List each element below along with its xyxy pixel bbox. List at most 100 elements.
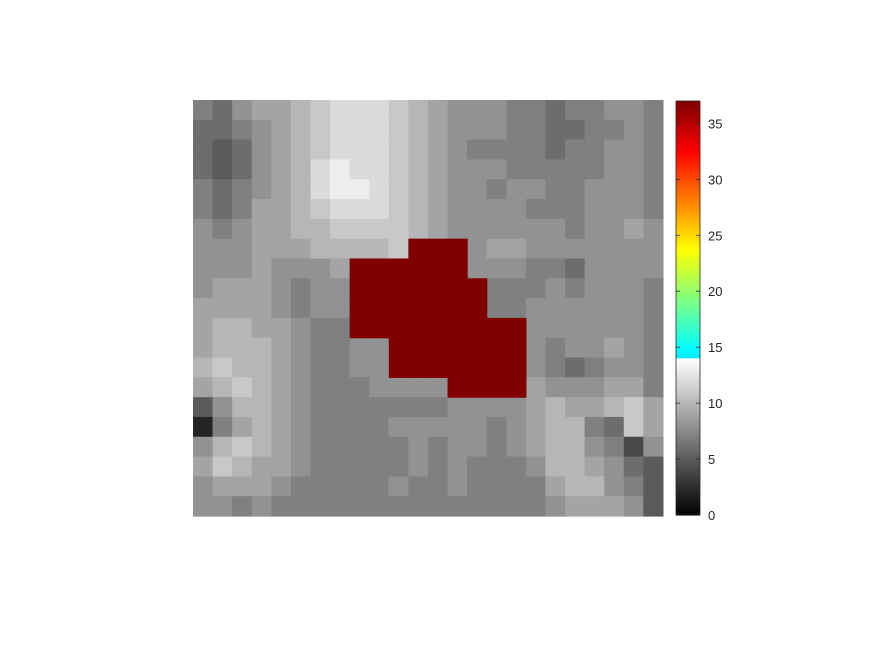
colorbar-segment xyxy=(676,289,700,293)
colorbar-segment xyxy=(676,490,700,493)
heatmap-cell xyxy=(427,100,449,121)
heatmap-cell xyxy=(643,139,664,161)
heatmap-cell xyxy=(525,119,547,141)
heatmap-cell xyxy=(349,456,370,477)
heatmap-cell xyxy=(506,258,527,279)
colorbar-segment xyxy=(676,310,700,313)
heatmap-cell xyxy=(310,317,331,339)
colorbar-segment xyxy=(676,266,700,270)
colorbar-segment xyxy=(676,446,700,450)
heatmap-cell xyxy=(643,377,664,398)
heatmap-cell xyxy=(565,416,586,438)
heatmap-cell xyxy=(525,337,547,359)
heatmap-cell xyxy=(408,199,429,220)
heatmap-cell xyxy=(251,456,272,477)
heatmap-cell xyxy=(271,377,292,398)
heatmap-cell xyxy=(643,496,664,517)
heatmap-cell xyxy=(310,238,331,260)
heatmap-cell xyxy=(388,199,409,220)
heatmap-cell xyxy=(623,218,644,240)
heatmap-cell xyxy=(290,416,312,438)
heatmap-cell xyxy=(369,238,390,260)
colorbar-segment xyxy=(676,444,700,448)
heatmap-cell xyxy=(212,298,233,319)
heatmap-cell xyxy=(643,436,664,458)
colorbar-segment xyxy=(676,177,700,181)
heatmap-cell xyxy=(486,199,507,220)
heatmap-cell xyxy=(388,218,409,240)
heatmap-cell xyxy=(212,397,233,418)
colorbar-segment xyxy=(676,407,700,411)
heatmap-cell xyxy=(251,139,272,161)
heatmap-cell xyxy=(604,436,625,458)
heatmap-cell xyxy=(193,456,214,477)
heatmap-cell xyxy=(623,258,644,279)
heatmap-cell xyxy=(369,218,390,240)
heatmap-cell xyxy=(486,258,507,279)
heatmap-cell xyxy=(545,397,566,418)
colorbar-segment xyxy=(676,260,700,264)
heatmap-cell xyxy=(232,179,253,200)
colorbar-segment xyxy=(676,498,700,502)
colorbar-segment xyxy=(676,318,700,322)
overlay-cell xyxy=(447,258,468,279)
colorbar-segment xyxy=(676,469,700,473)
overlay-cell xyxy=(408,357,429,378)
overlay-cell xyxy=(369,298,390,319)
overlay-cell xyxy=(388,317,409,339)
heatmap-cell xyxy=(427,119,449,141)
heatmap-cell xyxy=(212,496,233,517)
heatmap-cell xyxy=(427,496,449,517)
heatmap-cell xyxy=(604,258,625,279)
heatmap-cell xyxy=(408,139,429,161)
heatmap-cell xyxy=(447,139,468,161)
colorbar-segment xyxy=(676,138,700,141)
heatmap-cell xyxy=(290,258,312,279)
heatmap-cell xyxy=(623,317,644,339)
heatmap-cell xyxy=(565,496,586,517)
heatmap-cell xyxy=(330,476,351,497)
heatmap-cell xyxy=(349,179,370,200)
colorbar-segment xyxy=(676,101,700,104)
colorbar-segment xyxy=(676,144,700,148)
heatmap-cell xyxy=(290,377,312,398)
heatmap-cell xyxy=(310,377,331,398)
heatmap-cell xyxy=(193,476,214,497)
heatmap-cell xyxy=(623,476,644,497)
colorbar-segment xyxy=(676,125,700,129)
overlay-region xyxy=(349,238,527,398)
colorbar-segment xyxy=(676,270,700,274)
heatmap-cell xyxy=(545,416,566,438)
colorbar-segment xyxy=(676,218,700,222)
heatmap-cell xyxy=(369,436,390,458)
colorbar-segment xyxy=(676,434,700,437)
heatmap-cell xyxy=(623,456,644,477)
colorbar-tick-label: 0 xyxy=(708,508,715,523)
colorbar-segment xyxy=(676,167,700,170)
colorbar-segment xyxy=(676,175,700,179)
heatmap-cell xyxy=(467,238,488,260)
colorbar-segment xyxy=(676,330,700,334)
heatmap-cell xyxy=(447,416,468,438)
heatmap-cell xyxy=(604,357,625,378)
overlay-cell xyxy=(506,337,527,359)
heatmap-cell xyxy=(584,119,605,141)
colorbar-segment xyxy=(676,372,700,375)
overlay-cell xyxy=(486,357,507,378)
heatmap-cell xyxy=(330,119,351,141)
heatmap-cell xyxy=(447,199,468,220)
colorbar-tick-label: 15 xyxy=(708,340,722,355)
colorbar-segment xyxy=(676,450,700,454)
heatmap-cell xyxy=(310,476,331,497)
heatmap-cell xyxy=(506,159,527,180)
colorbar-segment xyxy=(676,214,700,218)
colorbar-segment xyxy=(676,305,700,309)
heatmap-cell xyxy=(330,377,351,398)
heatmap-cell xyxy=(290,357,312,378)
colorbar-segment xyxy=(676,459,700,462)
colorbar: 0 5 10 15 20 25 30 35 xyxy=(675,100,722,523)
heatmap-cell xyxy=(545,238,566,260)
heatmap-cell xyxy=(408,416,429,438)
heatmap-cell xyxy=(565,337,586,359)
heatmap-cell xyxy=(604,416,625,438)
